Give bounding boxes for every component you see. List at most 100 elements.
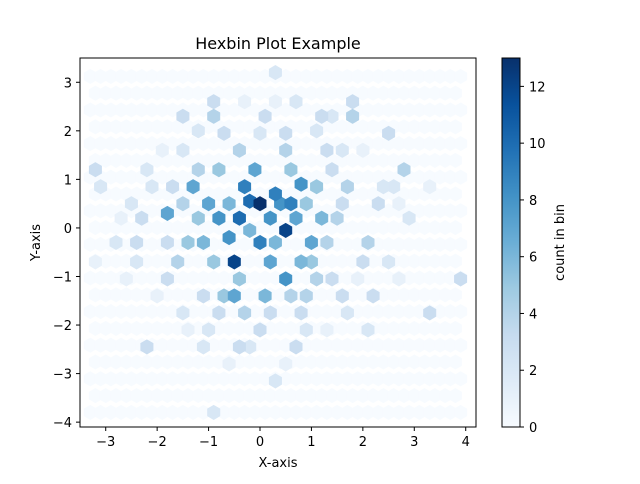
hex-bin (160, 205, 174, 221)
hex-bin (171, 254, 185, 270)
x-tick-label: 1 (307, 435, 315, 450)
hex-bin (232, 142, 246, 158)
colorbar-tick-label: 4 (529, 307, 537, 322)
hex-bin (402, 210, 416, 226)
hex-bin (243, 193, 257, 209)
hex-bin (243, 222, 257, 238)
hex-bin (356, 142, 370, 158)
hex-bin (207, 404, 221, 420)
hex-bin (356, 254, 370, 270)
hex-bin (315, 210, 329, 226)
hex-bin (176, 305, 190, 321)
hex-bin (140, 339, 154, 355)
hex-bin-empty (454, 203, 468, 219)
y-tick-label: −4 (53, 416, 72, 431)
hex-bin (181, 322, 195, 338)
colorbar (501, 57, 521, 428)
hex-bin (376, 179, 390, 195)
hex-bin (330, 210, 344, 226)
hex-bin (320, 322, 334, 338)
hex-bin (299, 288, 313, 304)
x-axis-label: X-axis (259, 456, 298, 471)
hex-bin (325, 162, 339, 178)
hex-bin (88, 162, 102, 178)
hex-bin (140, 162, 154, 178)
hex-bin (119, 271, 133, 287)
hex-bin-empty (454, 136, 468, 152)
hex-bin-empty (448, 253, 462, 269)
hex-bin (279, 125, 293, 141)
hex-bin (294, 176, 308, 192)
hex-bin (392, 271, 406, 287)
hex-bin-empty (448, 354, 462, 370)
hex-bin (279, 356, 293, 372)
hex-bin-empty (448, 220, 462, 236)
x-tick-label: −2 (148, 435, 167, 450)
hex-bin (253, 125, 267, 141)
hex-bin (160, 271, 174, 287)
hex-bin (310, 123, 324, 139)
hex-bin (371, 196, 385, 212)
y-tick-label: −3 (53, 368, 72, 383)
hex-bin-empty (448, 119, 462, 135)
hex-bin (268, 373, 282, 389)
hex-bin-empty (454, 236, 468, 252)
hex-bin (335, 196, 349, 212)
hex-bin (423, 179, 437, 195)
colorbar-tick-label: 6 (529, 251, 537, 266)
hex-bin (361, 234, 375, 251)
hex-bin (279, 222, 293, 238)
hex-bin (263, 210, 277, 226)
hex-bin (320, 234, 334, 251)
hex-bin (284, 162, 298, 178)
x-tick-label: 4 (462, 435, 470, 450)
hex-bin (114, 210, 128, 226)
hex-bin (263, 305, 277, 321)
hex-bin (392, 196, 406, 212)
hex-bin (340, 179, 354, 195)
hex-bin (289, 94, 303, 110)
chart-title: Hexbin Plot Example (195, 34, 361, 53)
hex-bin (238, 94, 252, 110)
hex-bin (258, 108, 272, 124)
hex-bin-empty (448, 152, 462, 168)
hex-bin (294, 254, 308, 270)
hex-bin (207, 254, 221, 270)
hex-bin (186, 179, 200, 195)
hex-bin (232, 210, 246, 226)
hex-bin (88, 254, 102, 270)
hex-bin (238, 305, 252, 321)
hex-bin (176, 196, 190, 212)
hex-bin-empty (454, 102, 468, 118)
hex-bin (222, 196, 236, 212)
hex-bin (160, 234, 174, 251)
hex-bin (130, 254, 144, 270)
hex-bin (382, 125, 396, 141)
colorbar-tick-label: 2 (529, 364, 537, 379)
hex-bin (196, 288, 210, 304)
hex-bin (150, 288, 164, 304)
colorbar-label: count in bin (553, 204, 568, 281)
x-tick-label: 2 (359, 435, 367, 450)
hex-bin (284, 196, 298, 212)
hex-bin (181, 234, 195, 251)
hex-bin (253, 196, 267, 212)
hex-bin (423, 305, 437, 321)
hex-bin (335, 288, 349, 304)
hex-bin (351, 271, 365, 287)
hex-bin-empty (454, 169, 468, 185)
hex-bin (304, 234, 318, 251)
hex-bin (263, 254, 277, 270)
hex-bin (268, 65, 282, 81)
y-tick-label: −1 (53, 270, 72, 285)
hex-bin (191, 123, 205, 139)
hex-bin (268, 94, 282, 110)
hex-bin-empty (454, 68, 468, 84)
hex-bin (227, 288, 241, 304)
y-tick-label: 0 (64, 222, 72, 237)
hex-bin (289, 210, 303, 226)
axes-frame (79, 57, 477, 428)
hex-bin (94, 179, 108, 195)
hex-bin (176, 108, 190, 124)
